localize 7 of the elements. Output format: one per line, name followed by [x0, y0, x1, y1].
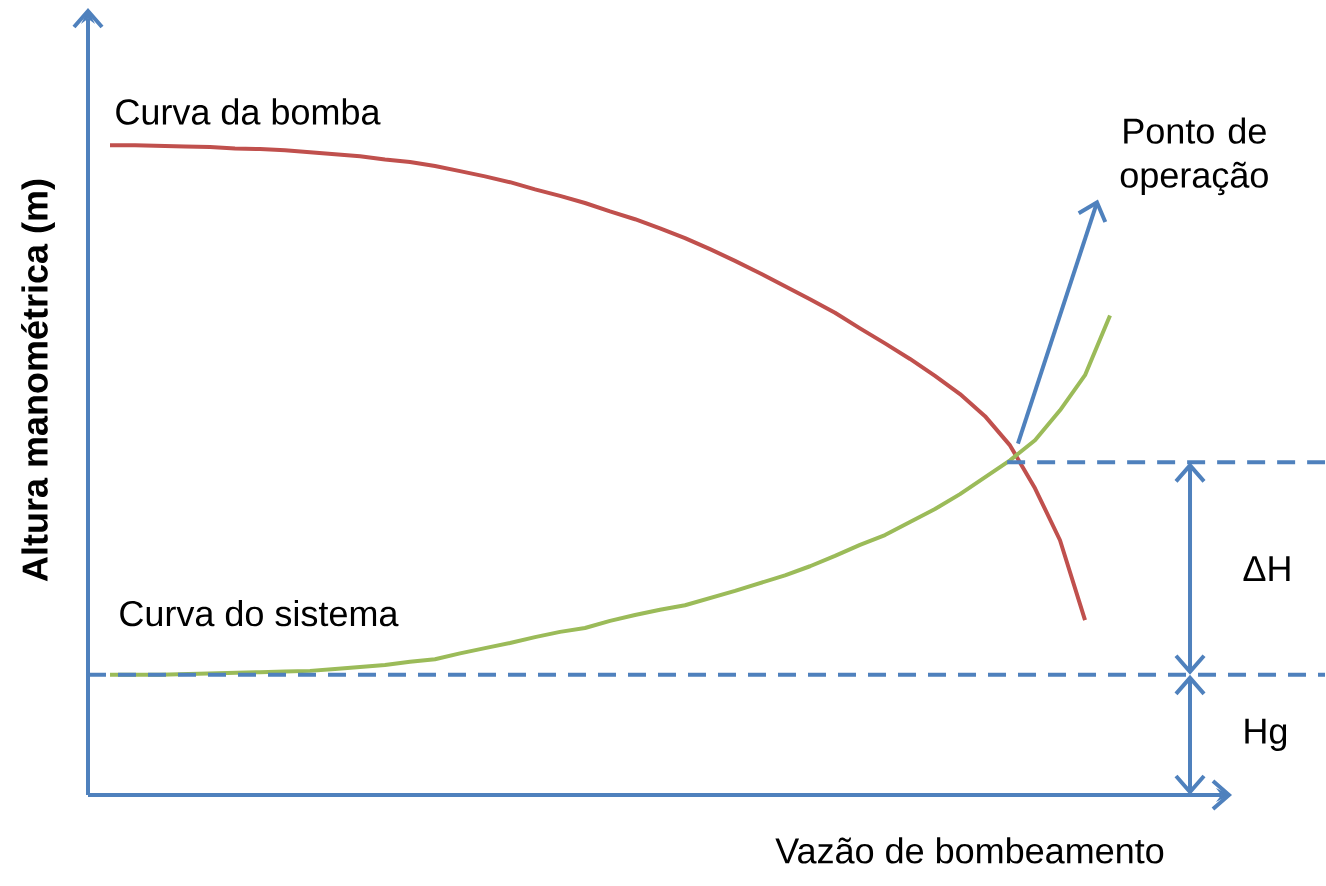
y-axis-title: Altura manométrica (m) — [21, 179, 55, 582]
series-label: Curva da bomba — [116, 98, 381, 125]
text: Hg — [1245, 718, 1287, 752]
x-axis-title: Vazão de bombeamento — [775, 837, 1164, 864]
annotation: Ponto de operação — [1120, 117, 1268, 196]
text: ΔH — [1243, 556, 1290, 581]
series-label: Curva do sistema — [120, 599, 399, 627]
